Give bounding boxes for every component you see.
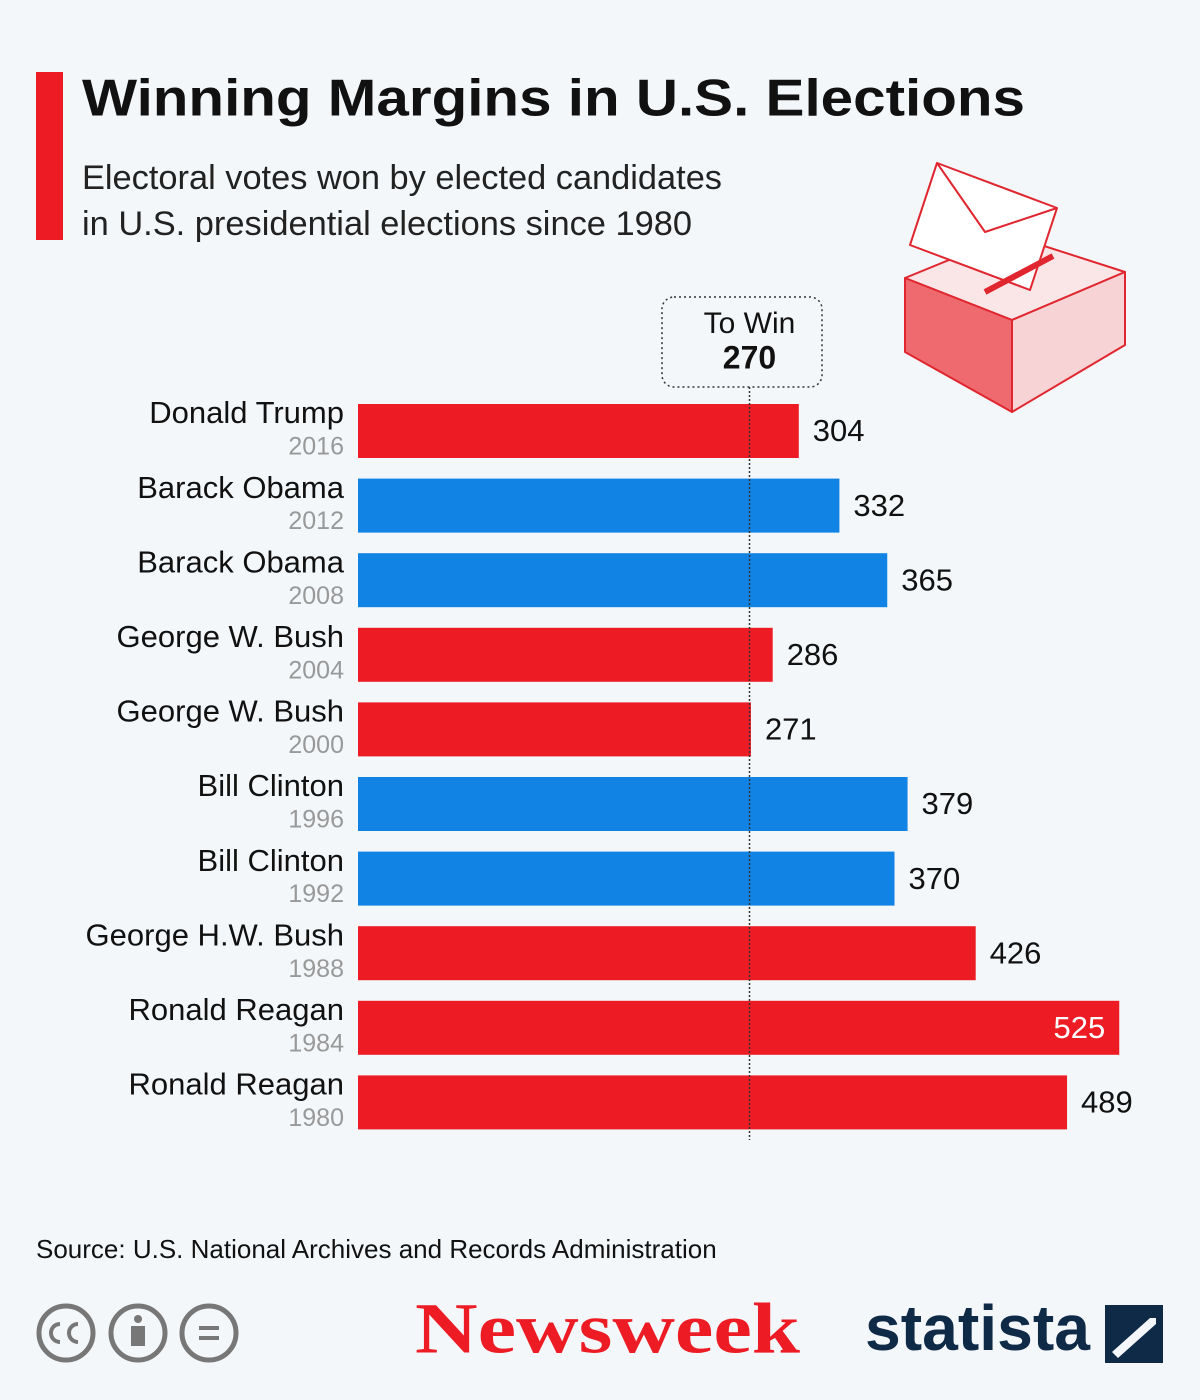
category-label: Bill Clinton [198, 768, 344, 803]
year-label: 2000 [288, 731, 344, 759]
category-label: George H.W. Bush [86, 917, 344, 952]
value-label: 525 [1054, 1010, 1106, 1045]
category-label: Ronald Reagan [129, 992, 344, 1027]
bar [358, 851, 895, 906]
value-label: 426 [990, 935, 1042, 970]
bar [358, 478, 840, 533]
year-label: 1992 [288, 880, 344, 908]
ballot-box-icon [904, 162, 1126, 413]
bar [358, 1000, 1120, 1055]
year-label: 2004 [288, 656, 344, 684]
threshold-value: 270 [723, 339, 776, 375]
bar [358, 926, 976, 981]
subtitle-line: in U.S. presidential elections since 198… [82, 205, 692, 243]
bar [358, 702, 751, 757]
bar [358, 1075, 1068, 1130]
category-label: George W. Bush [117, 619, 344, 654]
year-label: 1996 [288, 806, 344, 834]
source: Source: U.S. National Archives and Recor… [36, 1234, 717, 1264]
subtitle-line: Electoral votes won by elected candidate… [82, 159, 722, 197]
bar [358, 627, 773, 682]
year-label: 2016 [288, 433, 344, 461]
brand-statista: statista [865, 1292, 1090, 1364]
value-label: 489 [1081, 1085, 1133, 1120]
category-label: George W. Bush [117, 694, 344, 729]
statista-logo [1105, 1305, 1163, 1363]
year-label: 1984 [288, 1029, 344, 1057]
year-label: 1988 [288, 955, 344, 983]
bar [358, 777, 908, 831]
value-label: 370 [909, 861, 961, 896]
category-label: Donald Trump [149, 395, 344, 430]
brand-newsweek: Newsweek [415, 1289, 800, 1369]
threshold-label: To Win [704, 307, 796, 340]
category-label: Ronald Reagan [129, 1067, 344, 1102]
chart-title: Winning Margins in U.S. Elections [82, 70, 1025, 128]
year-label: 2008 [288, 582, 344, 610]
year-label: 2012 [288, 507, 344, 535]
value-label: 379 [922, 786, 974, 821]
value-label: 365 [901, 562, 953, 597]
value-label: 271 [765, 712, 817, 747]
bar [358, 553, 888, 608]
value-label: 332 [853, 488, 905, 523]
value-label: 286 [787, 637, 839, 672]
category-label: Bill Clinton [198, 843, 344, 878]
bar [358, 404, 799, 458]
value-label: 304 [813, 413, 865, 448]
category-label: Barack Obama [137, 470, 345, 505]
category-label: Barack Obama [137, 544, 345, 579]
license-icons [36, 1303, 239, 1363]
year-label: 1980 [288, 1104, 344, 1132]
title-accent [36, 72, 63, 240]
